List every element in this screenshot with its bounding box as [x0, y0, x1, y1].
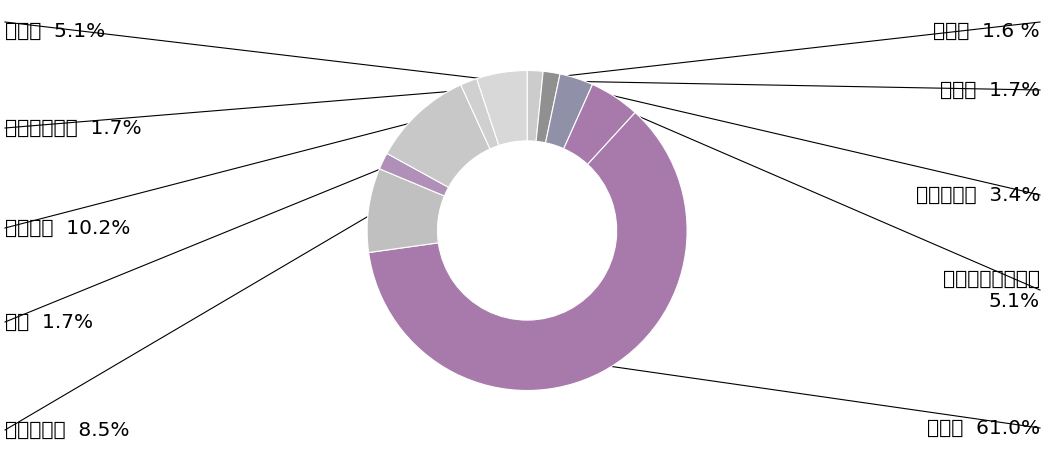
Text: 公務員  5.1%: 公務員 5.1% — [5, 22, 105, 41]
Wedge shape — [369, 112, 687, 390]
Text: 建設業  61.0%: 建設業 61.0% — [927, 419, 1040, 437]
Wedge shape — [379, 154, 448, 196]
Text: 卸・小売業  8.5%: 卸・小売業 8.5% — [5, 420, 129, 439]
Wedge shape — [546, 74, 592, 149]
Text: 製造業  1.7%: 製造業 1.7% — [940, 81, 1040, 100]
Text: 輸送  1.7%: 輸送 1.7% — [5, 313, 93, 331]
Text: 不動産業  10.2%: 不動産業 10.2% — [5, 219, 130, 237]
Wedge shape — [461, 79, 499, 149]
Wedge shape — [477, 71, 527, 146]
Text: 情報通信業  3.4%: 情報通信業 3.4% — [916, 185, 1040, 205]
Text: 技術・サービス業
5.1%: 技術・サービス業 5.1% — [943, 270, 1040, 311]
Text: その他  1.6 %: その他 1.6 % — [933, 22, 1040, 41]
Text: 金融・保険業  1.7%: 金融・保険業 1.7% — [5, 118, 142, 137]
Wedge shape — [527, 71, 543, 142]
Wedge shape — [537, 71, 560, 143]
Wedge shape — [368, 169, 444, 253]
Wedge shape — [386, 85, 490, 187]
Wedge shape — [564, 84, 635, 165]
